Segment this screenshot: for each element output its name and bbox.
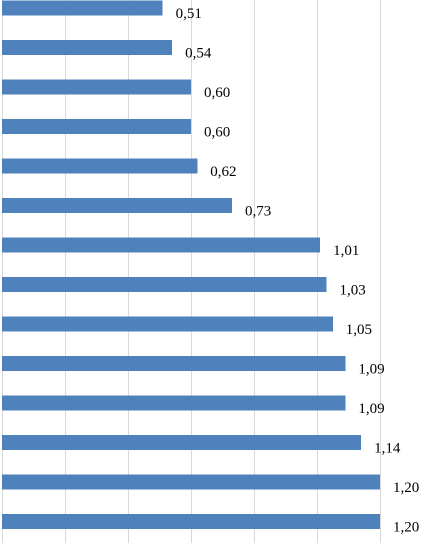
data-label-6: 1,01 xyxy=(333,243,359,259)
data-labels: 0,51 0,54 0,60 0,60 0,62 0,73 1,01 1,03 1,05 1,09… xyxy=(176,6,420,536)
bars xyxy=(2,0,380,529)
bar-2 xyxy=(2,79,191,95)
bar-1 xyxy=(2,40,173,55)
bar-13 xyxy=(2,514,380,529)
bar-4 xyxy=(2,158,198,174)
bar-8 xyxy=(2,316,333,332)
bar-9 xyxy=(2,356,346,371)
data-label-1: 0,54 xyxy=(185,46,212,62)
bar-0 xyxy=(2,0,163,16)
data-label-8: 1,05 xyxy=(346,322,372,338)
data-label-3: 0,60 xyxy=(204,125,230,141)
bar-7 xyxy=(2,277,327,292)
bar-11 xyxy=(2,435,362,450)
bar-12 xyxy=(2,474,380,490)
data-label-12: 1,20 xyxy=(393,480,419,496)
bar-5 xyxy=(2,198,232,213)
data-label-9: 1,09 xyxy=(358,362,384,378)
bar-6 xyxy=(2,237,321,253)
data-label-4: 0,62 xyxy=(210,164,236,180)
data-label-13: 1,20 xyxy=(393,520,419,536)
data-label-2: 0,60 xyxy=(204,85,230,101)
data-label-10: 1,09 xyxy=(358,401,384,417)
bar-3 xyxy=(2,119,191,134)
data-label-0: 0,51 xyxy=(176,6,202,22)
bar-10 xyxy=(2,395,346,411)
data-label-7: 1,03 xyxy=(339,283,365,299)
data-label-11: 1,14 xyxy=(374,441,401,457)
data-label-5: 0,73 xyxy=(245,204,271,220)
